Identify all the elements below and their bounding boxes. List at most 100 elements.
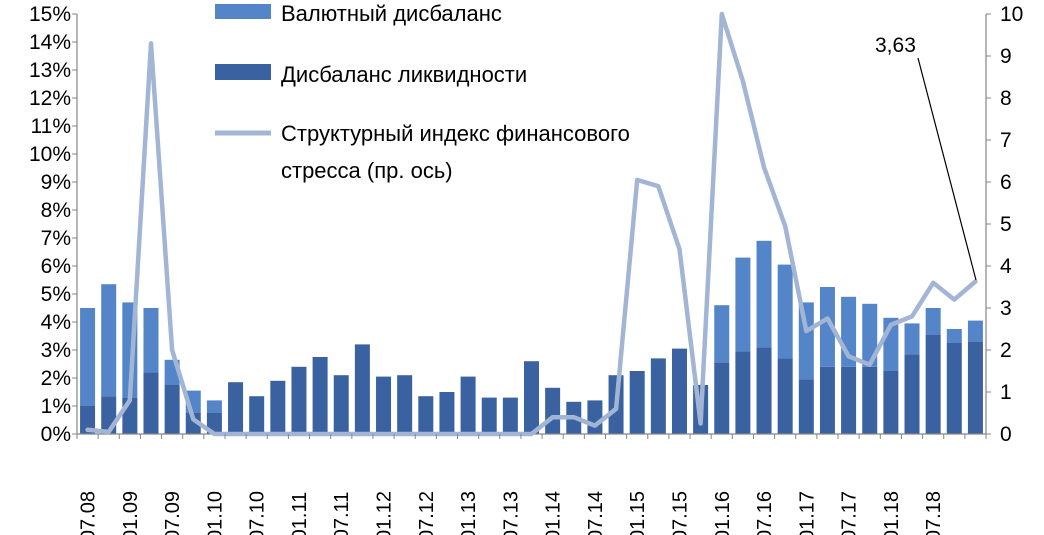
x-tick-label: 07.15 <box>670 491 692 535</box>
right-tick-label: 9 <box>1000 45 1012 68</box>
right-tick-label: 0 <box>1000 423 1012 446</box>
x-tick-label: 07.17 <box>839 491 861 535</box>
bar-liquidity <box>777 358 793 434</box>
right-tick-label: 8 <box>1000 87 1012 110</box>
bar-liquidity <box>671 348 687 434</box>
bar-currency <box>946 329 962 343</box>
x-tick-label: 07.09 <box>162 491 184 535</box>
left-tick-label: 6% <box>41 255 71 278</box>
bar-liquidity <box>312 357 328 434</box>
bar-liquidity <box>376 376 392 434</box>
x-tick-label: 01.11 <box>289 492 311 535</box>
left-tick-label: 1% <box>41 395 71 418</box>
bar-liquidity <box>798 379 814 434</box>
legend-label-liquidity: Дисбаланс ликвидности <box>281 62 527 87</box>
x-tick-label: 07.18 <box>923 491 945 535</box>
x-tick-label: 01.12 <box>374 491 396 535</box>
x-tick-label: 07.08 <box>78 491 100 535</box>
left-tick-label: 4% <box>41 311 71 334</box>
x-tick-label: 07.13 <box>500 491 522 535</box>
bar-liquidity <box>756 347 772 434</box>
bar-liquidity <box>291 366 307 434</box>
left-tick-label: 12% <box>29 87 71 110</box>
right-tick-label: 1 <box>1000 381 1012 404</box>
x-tick-label: 01.10 <box>204 491 226 535</box>
legend-label-stress-index-line1: Структурный индекс финансового <box>281 121 630 146</box>
bar-currency <box>925 308 941 335</box>
bar-liquidity <box>354 344 370 434</box>
left-tick-label: 0% <box>41 423 71 446</box>
bar-liquidity <box>841 366 857 434</box>
legend-label-stress-index-line2: стресса (пр. ось) <box>281 158 453 183</box>
bar-liquidity <box>904 354 920 434</box>
right-tick-label: 2 <box>1000 339 1012 362</box>
bar-currency <box>101 284 117 397</box>
bars-layer <box>80 240 983 434</box>
bar-liquidity <box>481 397 497 434</box>
legend: Валютный дисбаланс Дисбаланс ликвидности… <box>215 1 630 183</box>
left-tick-label: 7% <box>41 227 71 250</box>
bar-currency <box>967 320 983 342</box>
x-tick-label: 01.17 <box>796 491 818 535</box>
x-tick-label: 07.16 <box>754 491 776 535</box>
bar-liquidity <box>333 375 349 434</box>
legend-swatch-currency <box>215 4 271 19</box>
bar-liquidity <box>270 380 286 434</box>
x-tick-label: 01.14 <box>543 491 565 535</box>
x-tick-label: 01.16 <box>712 491 734 535</box>
last-value-annotation: 3,63 <box>875 34 977 281</box>
x-tick-label: 07.10 <box>247 491 269 535</box>
bar-currency <box>714 305 730 363</box>
bar-liquidity <box>249 396 265 434</box>
bar-currency <box>862 303 878 367</box>
bar-currency <box>143 308 159 373</box>
bar-liquidity <box>397 375 413 434</box>
bar-liquidity <box>80 406 96 434</box>
left-tick-label: 13% <box>29 59 71 82</box>
x-tick-label: 07.12 <box>416 491 438 535</box>
bar-liquidity <box>946 343 962 434</box>
bar-liquidity <box>587 400 603 434</box>
right-tick-label: 6 <box>1000 171 1012 194</box>
right-axis-ticks: 0 1 2 3 4 5 6 7 8 9 10 <box>986 3 1023 446</box>
bar-liquidity <box>925 334 941 434</box>
right-tick-label: 3 <box>1000 297 1012 320</box>
x-tick-label: 01.18 <box>881 491 903 535</box>
left-tick-label: 5% <box>41 283 71 306</box>
bar-liquidity <box>439 392 455 434</box>
stress-index-line <box>85 11 978 437</box>
legend-swatch-liquidity <box>215 64 271 80</box>
bar-liquidity <box>185 413 201 434</box>
left-tick-label: 15% <box>29 3 71 26</box>
bar-liquidity <box>819 366 835 434</box>
stress-index-line-layer <box>85 11 978 437</box>
bar-liquidity <box>629 371 645 434</box>
bar-liquidity <box>545 387 561 434</box>
right-tick-label: 10 <box>1000 3 1023 26</box>
bar-currency <box>904 323 920 355</box>
x-tick-label: 07.11 <box>331 492 353 535</box>
bar-liquidity <box>164 385 180 434</box>
bar-liquidity <box>460 376 476 434</box>
bar-liquidity <box>143 372 159 434</box>
x-tick-label: 01.15 <box>627 491 649 535</box>
bar-liquidity <box>883 371 899 434</box>
legend-label-currency: Валютный дисбаланс <box>281 1 502 26</box>
last-value-label: 3,63 <box>875 34 916 57</box>
bar-currency <box>777 264 793 359</box>
bar-currency <box>756 240 772 348</box>
left-tick-label: 11% <box>31 115 71 138</box>
bar-currency <box>819 287 835 367</box>
left-tick-label: 8% <box>41 199 71 222</box>
left-axis-ticks: 0% 1% 2% 3% 4% 5% 6% 7% 8% 9% 10% 11% 12% 13% 14% 15% <box>29 3 77 446</box>
bar-liquidity <box>524 361 539 434</box>
x-tick-label: 01.09 <box>120 491 142 535</box>
right-tick-label: 7 <box>1000 129 1012 152</box>
x-axis-ticks: 07.08 01.09 07.09 01.10 07.10 01.11 07.11 01.12… <box>76 434 987 535</box>
x-tick-label: 07.14 <box>585 491 607 535</box>
left-tick-label: 2% <box>41 367 71 390</box>
bar-currency <box>80 308 96 406</box>
right-tick-label: 4 <box>1000 255 1012 278</box>
bar-liquidity <box>862 366 878 434</box>
